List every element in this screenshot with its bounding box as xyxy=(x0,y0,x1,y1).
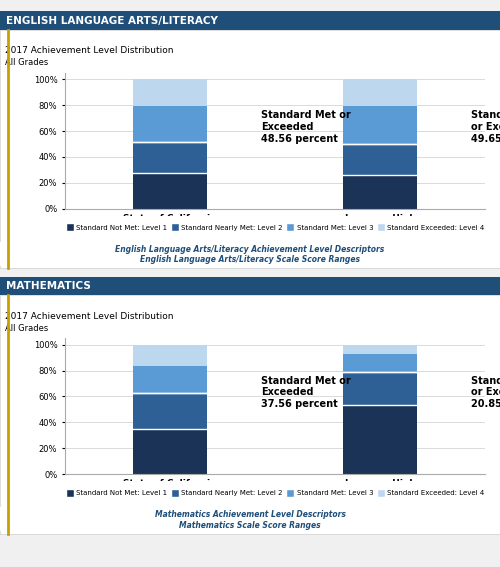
Bar xyxy=(133,79,207,106)
Bar xyxy=(343,405,417,474)
Text: All Grades: All Grades xyxy=(5,58,48,67)
Text: Standard Met or
Exceeded
48.56 percent: Standard Met or Exceeded 48.56 percent xyxy=(262,111,351,143)
Text: Mathematics Achievement Level Descriptors: Mathematics Achievement Level Descriptor… xyxy=(154,510,346,519)
Bar xyxy=(133,366,207,393)
Bar xyxy=(343,372,417,405)
Bar xyxy=(133,393,207,429)
Text: MATHEMATICS: MATHEMATICS xyxy=(6,281,91,291)
Text: All Grades: All Grades xyxy=(5,324,48,333)
Text: ENGLISH LANGUAGE ARTS/LITERACY: ENGLISH LANGUAGE ARTS/LITERACY xyxy=(6,16,218,26)
Bar xyxy=(133,106,207,142)
Text: 2017 Achievement Level Distribution: 2017 Achievement Level Distribution xyxy=(5,312,173,320)
Text: Standard Met
or Exceeded
49.65 percent: Standard Met or Exceeded 49.65 percent xyxy=(472,111,500,143)
Bar xyxy=(343,106,417,143)
Text: Mathematics Scale Score Ranges: Mathematics Scale Score Ranges xyxy=(179,521,321,530)
Bar xyxy=(133,173,207,209)
Bar xyxy=(133,345,207,366)
Text: English Language Arts/Literacy Scale Score Ranges: English Language Arts/Literacy Scale Sco… xyxy=(140,255,360,264)
Bar xyxy=(343,175,417,209)
Bar xyxy=(133,142,207,173)
Bar xyxy=(133,429,207,474)
Text: Standard Met or
Exceeded
37.56 percent: Standard Met or Exceeded 37.56 percent xyxy=(262,376,351,409)
Bar xyxy=(343,143,417,175)
Bar xyxy=(343,354,417,372)
Bar xyxy=(343,79,417,106)
Bar xyxy=(343,345,417,354)
Legend: Standard Not Met: Level 1, Standard Nearly Met: Level 2, Standard Met: Level 3, : Standard Not Met: Level 1, Standard Near… xyxy=(63,487,487,499)
Text: Standard Met
or Exceeded
20.85 percent: Standard Met or Exceeded 20.85 percent xyxy=(472,376,500,409)
Text: 2017 Achievement Level Distribution: 2017 Achievement Level Distribution xyxy=(5,46,173,55)
Text: English Language Arts/Literacy Achievement Level Descriptors: English Language Arts/Literacy Achieveme… xyxy=(116,244,384,253)
Legend: Standard Not Met: Level 1, Standard Nearly Met: Level 2, Standard Met: Level 3, : Standard Not Met: Level 1, Standard Near… xyxy=(63,222,487,234)
